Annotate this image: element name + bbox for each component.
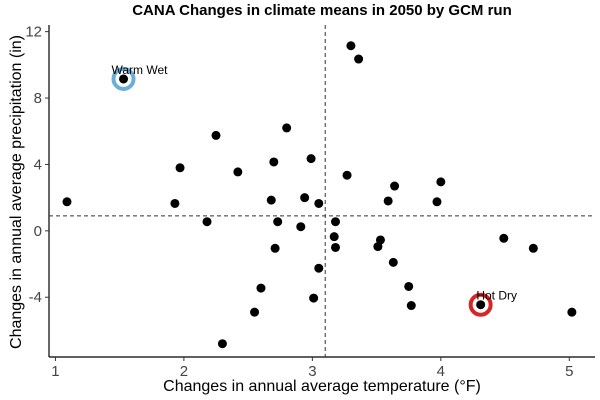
x-tick-label: 2 [180, 363, 188, 380]
data-point [346, 41, 356, 51]
data-point [375, 235, 385, 245]
data-point [404, 281, 414, 291]
y-tick-label: 0 [34, 223, 42, 240]
highlight-ring [468, 292, 493, 317]
data-point [309, 293, 319, 303]
data-point [282, 123, 292, 133]
y-tick-label: -4 [29, 289, 42, 306]
data-point [436, 177, 446, 187]
data-point [388, 257, 398, 267]
x-tick-label: 4 [437, 363, 445, 380]
data-point [217, 339, 227, 349]
data-point [175, 163, 185, 173]
data-point [273, 217, 283, 227]
x-tick-label: 1 [51, 363, 59, 380]
data-point [250, 307, 260, 317]
data-point [269, 157, 279, 167]
data-point [354, 54, 364, 64]
x-tick-label: 3 [308, 363, 316, 380]
data-point [567, 307, 577, 317]
data-point [296, 222, 306, 232]
data-point [270, 243, 280, 253]
data-point [314, 263, 324, 273]
x-axis-label: Changes in annual average temperature (°… [163, 378, 481, 395]
data-point [119, 74, 129, 84]
data-point [256, 283, 266, 293]
data-point [202, 217, 212, 227]
highlight-ring [111, 66, 136, 91]
y-tick-label: 4 [34, 156, 42, 173]
data-point [266, 195, 276, 205]
data-point [406, 301, 416, 311]
highlight-label: Hot Dry [476, 289, 517, 303]
data-point [314, 198, 324, 208]
data-point [306, 154, 316, 164]
data-point [211, 130, 221, 140]
y-tick-label: 8 [34, 90, 42, 107]
data-point [62, 197, 72, 207]
data-point [330, 242, 340, 252]
highlight-label: Warm Wet [112, 63, 169, 77]
data-point [329, 232, 339, 242]
data-point [330, 217, 340, 227]
data-point [233, 167, 243, 177]
data-point [170, 198, 180, 208]
data-point [390, 181, 400, 191]
chart-title: CANA Changes in climate means in 2050 by… [132, 2, 512, 19]
x-tick-label: 5 [565, 363, 573, 380]
y-tick-label: 12 [25, 24, 42, 41]
data-point [499, 233, 509, 243]
data-point [342, 170, 352, 180]
data-point [383, 196, 393, 206]
data-point [528, 243, 538, 253]
data-point [432, 197, 442, 207]
data-point [300, 193, 310, 203]
data-point [476, 300, 486, 310]
y-axis-label: Changes in annual average precipitation … [8, 35, 25, 349]
